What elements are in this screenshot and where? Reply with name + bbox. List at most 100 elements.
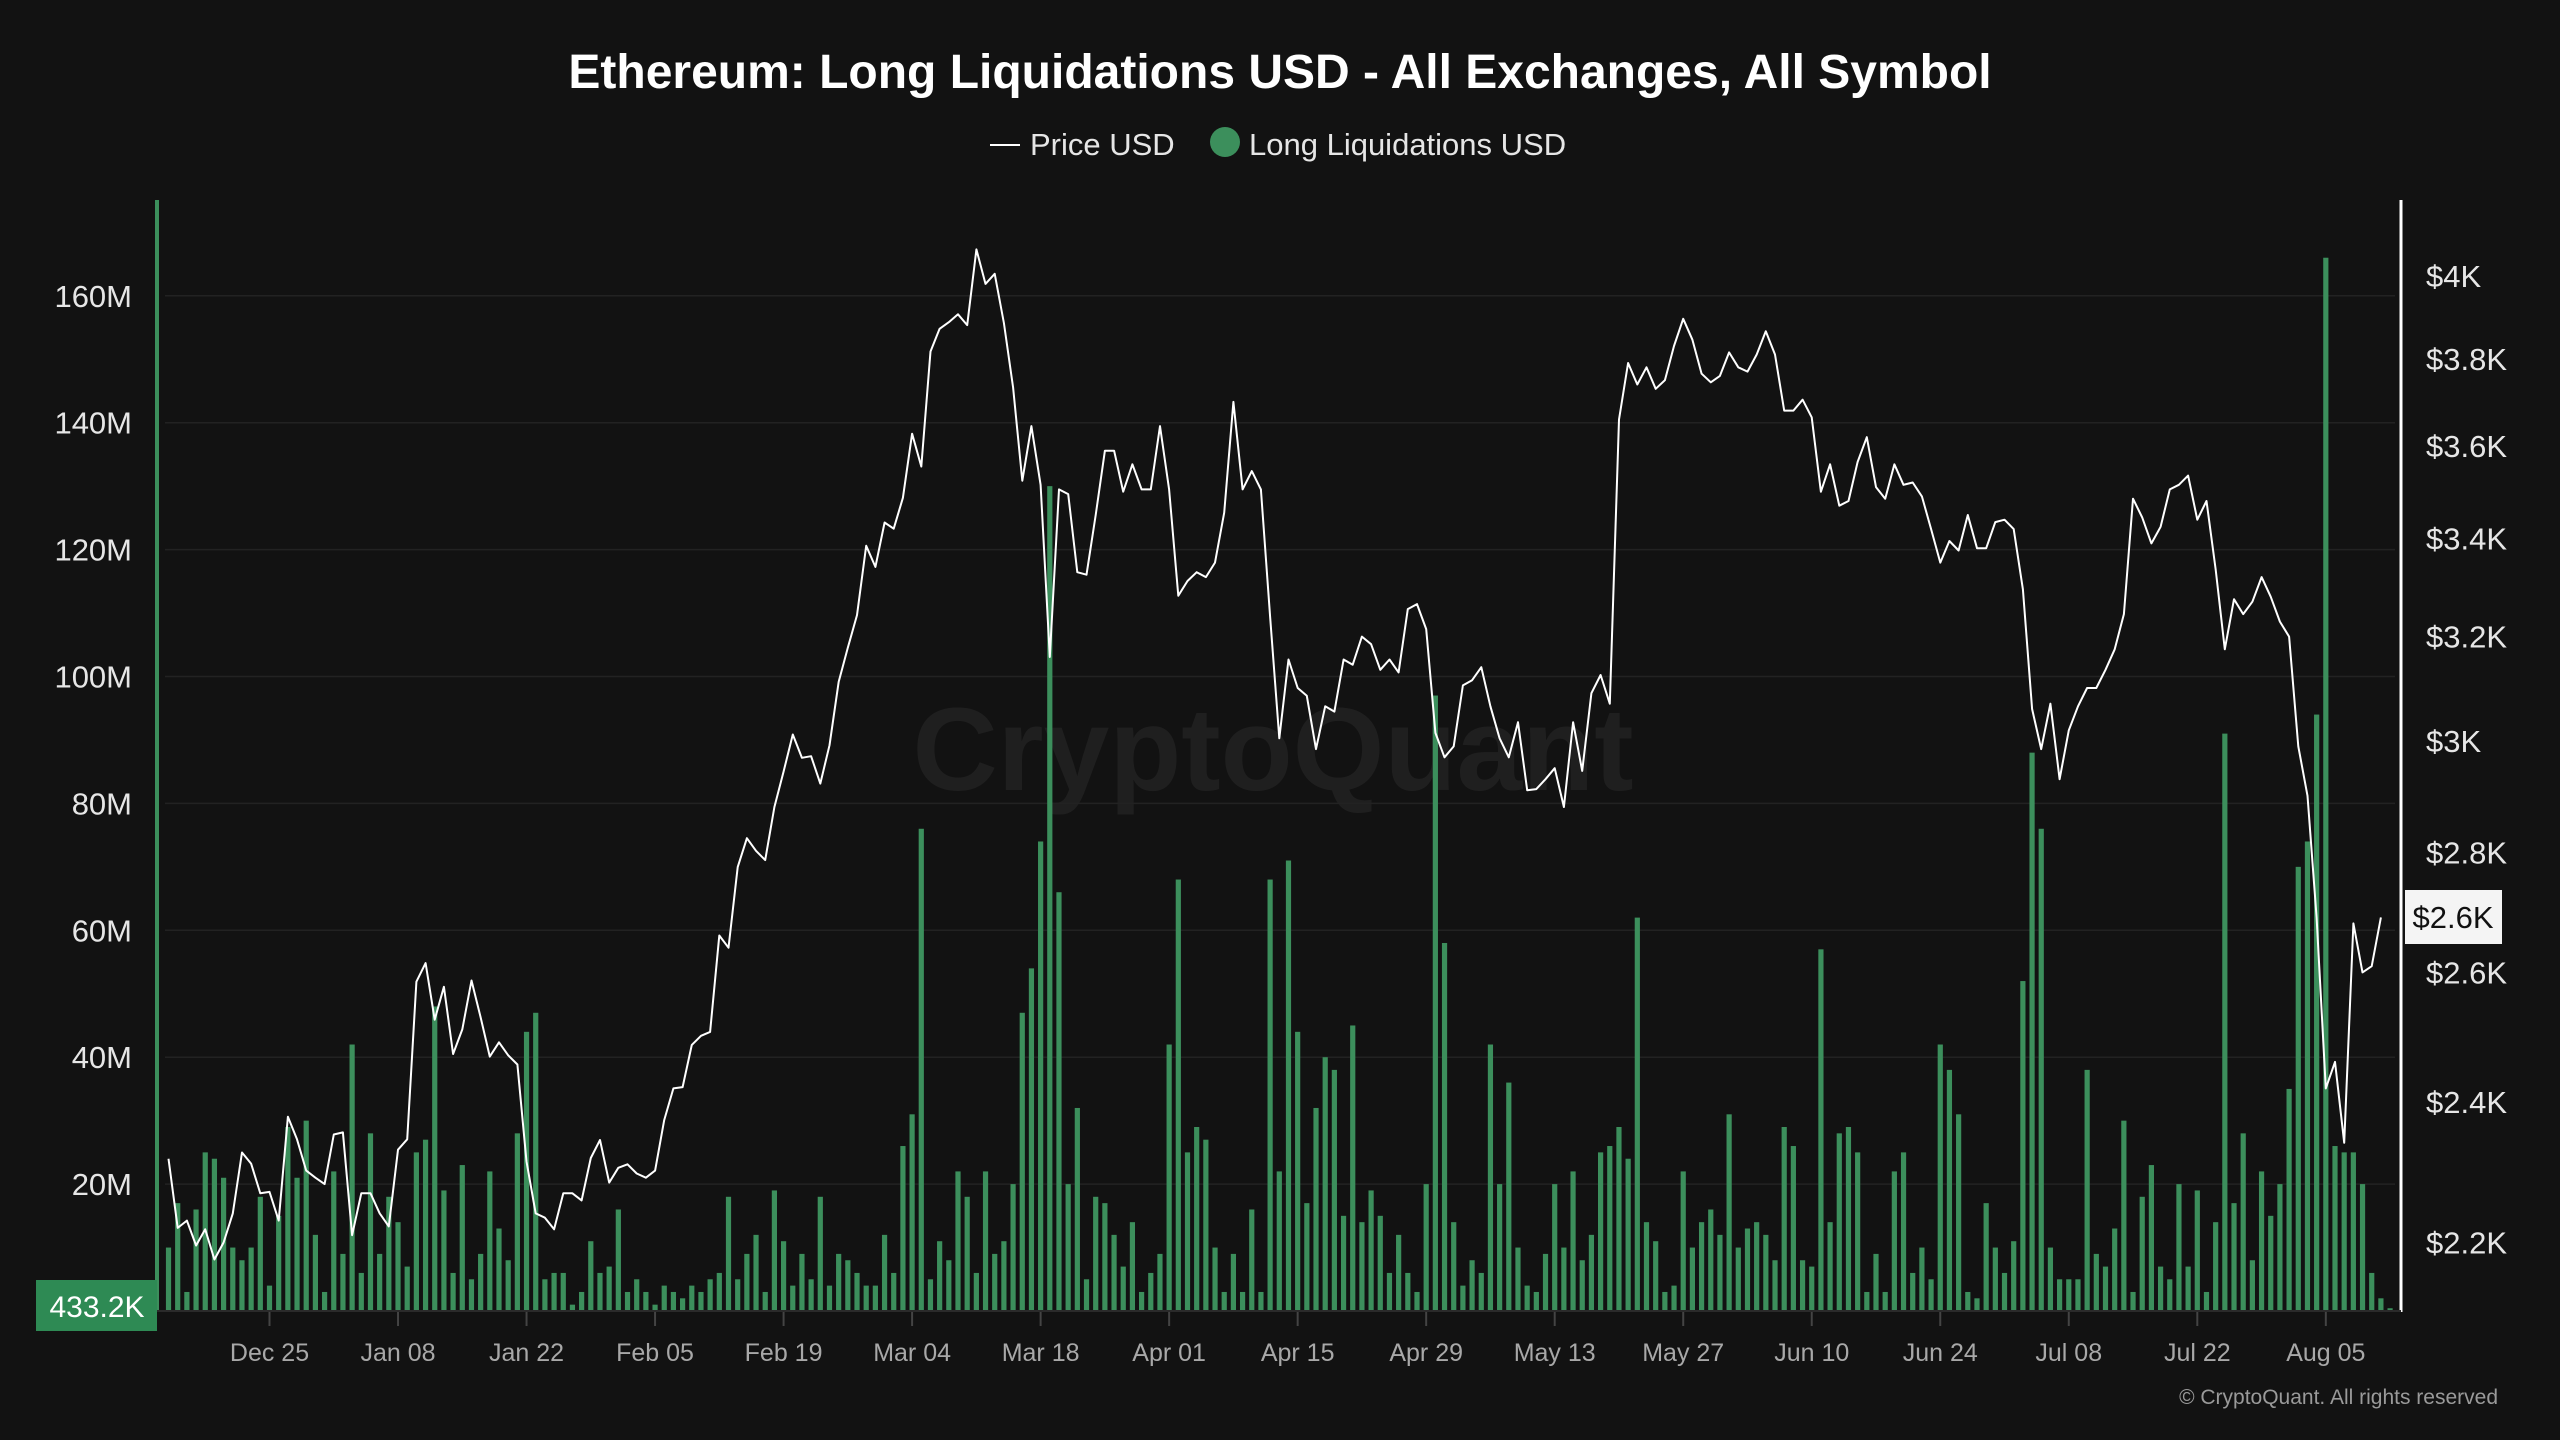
liquidation-bar bbox=[2203, 1291, 2210, 1311]
liquidation-bar bbox=[615, 1209, 621, 1311]
liquidation-bar bbox=[1956, 1114, 1962, 1311]
liquidation-bar bbox=[349, 1044, 355, 1311]
liquidation-bar bbox=[496, 1228, 502, 1311]
liquidation-bar bbox=[1836, 1133, 1842, 1311]
liquidation-bar bbox=[569, 1304, 576, 1311]
liquidation-bar bbox=[1625, 1158, 1631, 1311]
liquidation-bar bbox=[2359, 1184, 2366, 1311]
liquidation-bar bbox=[468, 1279, 475, 1311]
liquidation-bar bbox=[193, 1209, 199, 1311]
liquidation-bar bbox=[1386, 1272, 1393, 1311]
legend-liquidations-label: Long Liquidations USD bbox=[1249, 127, 1566, 162]
liquidation-bar bbox=[1331, 1069, 1337, 1311]
liquidation-bar bbox=[1313, 1107, 1319, 1311]
right-tick-label: $2.6K bbox=[2426, 955, 2507, 990]
copyright: © CryptoQuant. All rights reserved bbox=[2179, 1386, 2498, 1409]
liquidation-bar bbox=[624, 1291, 631, 1311]
liquidation-bar bbox=[1221, 1291, 1227, 1311]
liquidation-bar bbox=[2341, 1152, 2347, 1311]
liquidation-bar bbox=[2038, 828, 2044, 1311]
x-tick-label: Dec 25 bbox=[230, 1339, 309, 1367]
liquidation-bar bbox=[744, 1253, 750, 1311]
liquidation-bar bbox=[459, 1165, 465, 1311]
liquidation-bar bbox=[771, 1190, 777, 1311]
liquidation-bar bbox=[1166, 1044, 1172, 1311]
liquidation-bar bbox=[2378, 1298, 2384, 1311]
liquidation-bar bbox=[1616, 1126, 1622, 1311]
liquidation-bar bbox=[918, 828, 924, 1311]
liquidation-bar bbox=[2001, 1272, 2008, 1311]
liquidation-bar bbox=[652, 1304, 658, 1311]
liquidation-bar bbox=[1497, 1184, 1503, 1311]
liquidation-bar bbox=[1469, 1260, 1475, 1311]
right-tick-label: $3.2K bbox=[2426, 620, 2507, 655]
liquidation-bar bbox=[863, 1285, 869, 1311]
liquidation-bar bbox=[1175, 879, 1181, 1311]
liquidation-bar bbox=[1010, 1184, 1016, 1311]
liquidation-bar bbox=[716, 1272, 722, 1311]
liquidation-bar bbox=[441, 1190, 447, 1311]
liquidation-bar bbox=[790, 1285, 796, 1311]
liquidation-bar bbox=[799, 1253, 805, 1311]
chart-title: Ethereum: Long Liquidations USD - All Ex… bbox=[568, 46, 1991, 99]
liquidation-bar bbox=[1368, 1190, 1374, 1311]
liquidation-bar bbox=[1992, 1247, 1998, 1311]
liquidation-bar bbox=[1763, 1234, 1769, 1311]
liquidation-bar bbox=[395, 1222, 401, 1311]
liquidation-bar bbox=[1423, 1184, 1429, 1311]
liquidation-bar bbox=[881, 1234, 888, 1311]
liquidation-bar bbox=[1203, 1139, 1209, 1311]
liquidation-bar bbox=[1662, 1291, 1668, 1311]
liquidation-bar bbox=[1184, 1152, 1191, 1311]
liquidation-bar bbox=[891, 1272, 897, 1311]
liquidation-bar bbox=[2176, 1184, 2182, 1311]
right-tick-label: $4K bbox=[2426, 259, 2481, 294]
liquidation-bar bbox=[487, 1171, 493, 1311]
liquidation-bar bbox=[1680, 1171, 1686, 1311]
x-tick-label: Feb 19 bbox=[745, 1339, 823, 1367]
liquidation-bar bbox=[680, 1298, 686, 1311]
liquidation-bar bbox=[1322, 1057, 1328, 1311]
liquidation-bar bbox=[2277, 1184, 2283, 1311]
liquidation-bar bbox=[1653, 1241, 1659, 1311]
x-tick-label: Jun 10 bbox=[1774, 1339, 1849, 1367]
liquidation-bar bbox=[780, 1241, 787, 1311]
liquidation-bar bbox=[2102, 1266, 2109, 1311]
liquidation-bar bbox=[1441, 942, 1448, 1311]
price-line bbox=[167, 248, 2382, 1261]
liquidation-bar bbox=[588, 1241, 594, 1311]
liquidation-bar bbox=[1827, 1222, 1833, 1311]
liquidation-bar bbox=[2121, 1120, 2127, 1311]
liquidation-bar bbox=[762, 1291, 768, 1311]
liquidation-bar bbox=[523, 1031, 530, 1311]
liquidation-bar bbox=[165, 1247, 172, 1311]
liquidation-bar bbox=[1350, 1025, 1356, 1311]
right-tick-label: $2.8K bbox=[2426, 836, 2507, 871]
left-tick-label: 60M bbox=[72, 913, 132, 948]
legend-liquidations-swatch bbox=[1210, 127, 1240, 157]
liquidation-bar bbox=[2057, 1279, 2063, 1311]
liquidation-bar bbox=[1249, 1209, 1255, 1311]
liquidation-bar bbox=[2249, 1260, 2255, 1311]
liquidation-bar bbox=[312, 1234, 318, 1311]
liquidation-bar bbox=[634, 1279, 640, 1311]
liquidation-bar bbox=[2213, 1222, 2219, 1311]
liquidation-bar bbox=[2387, 1308, 2393, 1311]
liquidation-bar bbox=[2332, 1146, 2338, 1311]
liquidation-bar bbox=[579, 1291, 585, 1311]
liquidation-bar bbox=[1074, 1107, 1080, 1311]
left-tick-label: 140M bbox=[54, 406, 132, 441]
liquidation-bar bbox=[2314, 714, 2320, 1311]
liquidation-bar bbox=[2112, 1228, 2118, 1311]
liquidation-bar bbox=[1377, 1215, 1383, 1311]
liquidation-bar bbox=[1267, 879, 1273, 1311]
liquidation-bar bbox=[2066, 1279, 2072, 1311]
liquidation-bar bbox=[533, 1012, 539, 1311]
liquidation-bar bbox=[1451, 1222, 1457, 1311]
liquidation-bar bbox=[1001, 1241, 1007, 1311]
left-tick-label: 20M bbox=[72, 1167, 132, 1202]
liquidation-bar bbox=[1212, 1247, 1218, 1311]
liquidation-bar bbox=[1946, 1069, 1953, 1311]
liquidation-bar bbox=[964, 1196, 970, 1311]
left-tick-label: 100M bbox=[54, 660, 132, 695]
